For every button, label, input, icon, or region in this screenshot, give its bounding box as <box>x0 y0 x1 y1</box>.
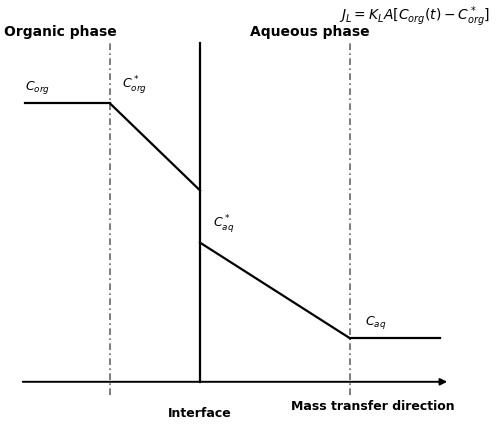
Text: $C_{aq}^*$: $C_{aq}^*$ <box>212 212 234 234</box>
Text: Interface: Interface <box>168 406 232 419</box>
Text: $J_L=K_LA[C_{org}(t)-C_{org}^*]$: $J_L=K_LA[C_{org}(t)-C_{org}^*]$ <box>339 4 490 29</box>
Text: $C_{org}^*$: $C_{org}^*$ <box>122 73 148 95</box>
Text: Aqueous phase: Aqueous phase <box>250 25 370 39</box>
Text: $C_{aq}$: $C_{aq}$ <box>365 313 386 330</box>
Text: Organic phase: Organic phase <box>4 25 116 39</box>
Text: Mass transfer direction: Mass transfer direction <box>292 399 455 412</box>
Text: $C_{org}$: $C_{org}$ <box>25 79 50 95</box>
